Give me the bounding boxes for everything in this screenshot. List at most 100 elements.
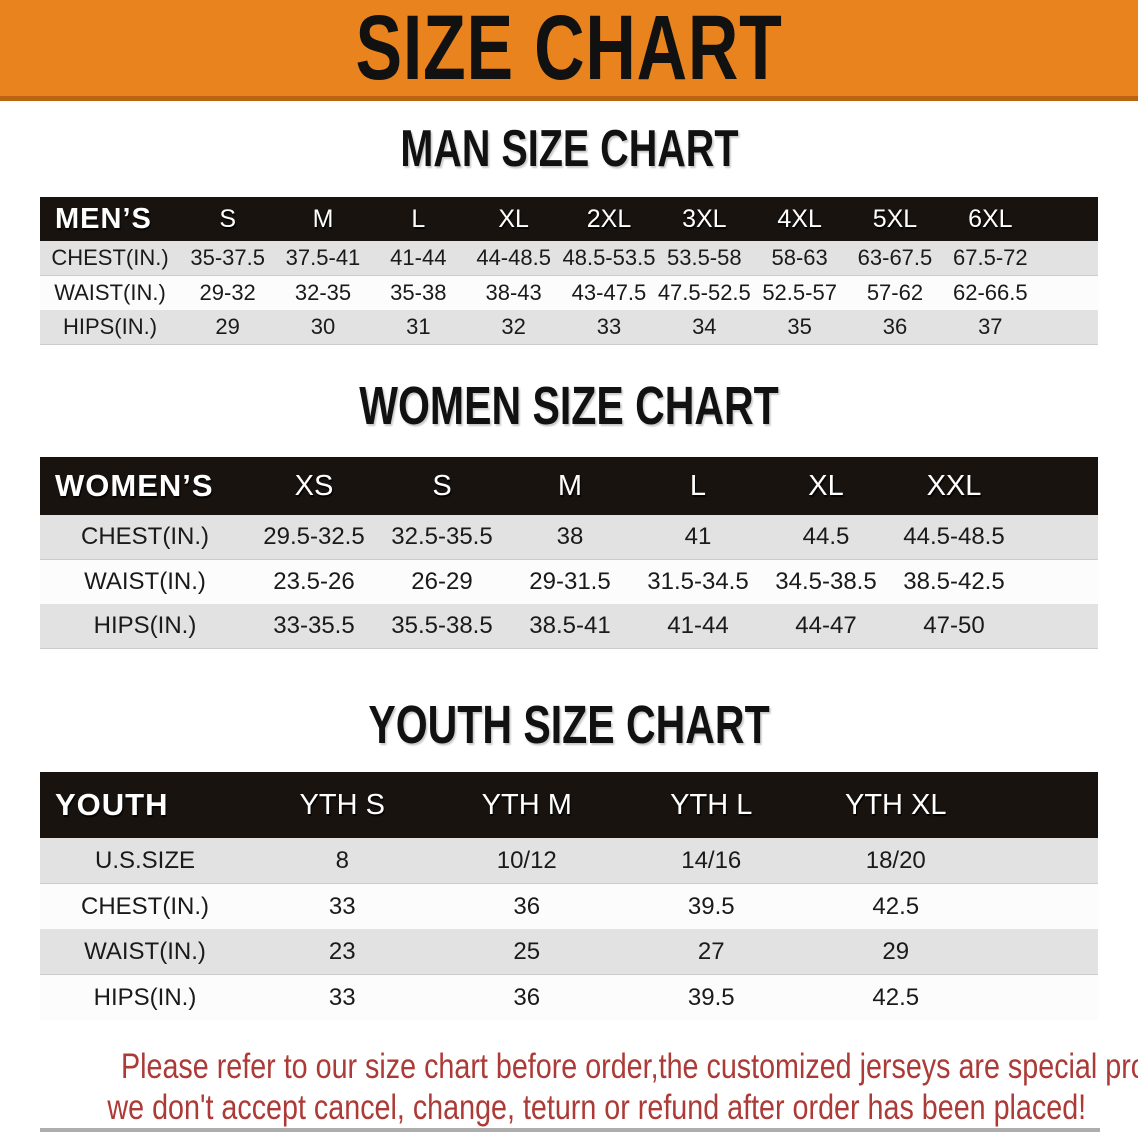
men-size-section: MAN SIZE CHART MEN’S S M L XL 2XL 3XL 4XL 5XL 6XL C… <box>0 121 1138 345</box>
women-size-value-cell: 38.5-42.5 <box>890 559 1018 604</box>
men-size-value-cell: 41-44 <box>370 241 466 276</box>
men-header-pad <box>1038 197 1098 241</box>
youth-size-value-cell: 39.5 <box>619 974 804 1020</box>
men-size-value-cell: 38-43 <box>465 275 562 310</box>
youth-row-label-1: CHEST(IN.) <box>40 883 250 929</box>
men-size-value-cell: 43-47.5 <box>561 275 657 310</box>
youth-row-label-3: HIPS(IN.) <box>40 974 250 1020</box>
men-column-header-0: S <box>180 197 276 241</box>
youth-size-value-cell: 42.5 <box>803 883 988 929</box>
women-table-row-2: HIPS(IN.) 33-35.5 35.5-38.5 38.5-41 41-44 44-… <box>40 604 1098 649</box>
women-row-label-2: HIPS(IN.) <box>40 604 250 649</box>
men-row-label-1: WAIST(IN.) <box>40 275 180 310</box>
men-size-value-cell: 35-38 <box>370 275 466 310</box>
men-header-label: MEN’S <box>40 197 180 241</box>
men-column-header-6: 4XL <box>751 197 848 241</box>
men-size-value-cell: 48.5-53.5 <box>561 241 657 276</box>
women-size-value-cell: 44.5 <box>762 515 890 560</box>
women-size-value-cell: 34.5-38.5 <box>762 559 890 604</box>
women-size-value-cell: 41 <box>634 515 762 560</box>
women-row-label-1: WAIST(IN.) <box>40 559 250 604</box>
men-column-header-7: 5XL <box>847 197 943 241</box>
men-row-pad <box>1038 241 1098 276</box>
youth-size-section: YOUTH SIZE CHART YOUTH YTH S YTH M YTH L YTH … <box>0 697 1138 1020</box>
men-size-value-cell: 37.5-41 <box>275 241 371 276</box>
youth-row-pad <box>988 838 1098 884</box>
men-column-header-2: L <box>370 197 466 241</box>
youth-size-value-cell: 36 <box>434 974 619 1020</box>
youth-size-value-cell: 18/20 <box>803 838 988 884</box>
youth-row-pad <box>988 929 1098 975</box>
men-column-header-5: 3XL <box>656 197 752 241</box>
women-size-value-cell: 26-29 <box>378 559 506 604</box>
youth-size-value-cell: 10/12 <box>434 838 619 884</box>
men-size-value-cell: 52.5-57 <box>751 275 848 310</box>
disclaimer-line-2-text: we don't accept cancel, change, teturn o… <box>107 1088 1087 1127</box>
men-size-value-cell: 35 <box>751 310 848 345</box>
youth-size-value-cell: 14/16 <box>619 838 804 884</box>
bottom-crop-line <box>40 1128 1100 1132</box>
women-size-value-cell: 35.5-38.5 <box>378 604 506 649</box>
youth-size-value-cell: 25 <box>434 929 619 975</box>
men-size-value-cell: 57-62 <box>847 275 943 310</box>
men-size-value-cell: 63-67.5 <box>847 241 943 276</box>
men-size-value-cell: 32 <box>465 310 562 345</box>
women-header-label: WOMEN’S <box>40 457 250 515</box>
youth-table-row-2: WAIST(IN.) 23 25 27 29 <box>40 929 1098 975</box>
women-table-row-1: WAIST(IN.) 23.5-26 26-29 29-31.5 31.5-34.5 34… <box>40 559 1098 604</box>
youth-size-value-cell: 29 <box>803 929 988 975</box>
disclaimer: Please refer to our size chart before or… <box>0 1046 1138 1128</box>
men-size-value-cell: 47.5-52.5 <box>656 275 752 310</box>
youth-size-value-cell: 33 <box>250 883 435 929</box>
youth-table-row-0: U.S.SIZE 8 10/12 14/16 18/20 <box>40 838 1098 884</box>
men-size-value-cell: 53.5-58 <box>656 241 752 276</box>
youth-size-value-cell: 39.5 <box>619 883 804 929</box>
youth-section-title-text: YOUTH SIZE CHART <box>368 695 770 755</box>
men-table-row-1: WAIST(IN.) 29-32 32-35 35-38 38-43 43-47.5 47.… <box>40 275 1098 310</box>
women-size-table: WOMEN’S XS S M L XL XXL CHEST(IN.) 29.5-32.5 32.5… <box>40 457 1098 649</box>
men-size-value-cell: 67.5-72 <box>942 241 1038 276</box>
women-size-value-cell: 38 <box>506 515 634 560</box>
men-row-pad <box>1038 275 1098 310</box>
women-size-value-cell: 32.5-35.5 <box>378 515 506 560</box>
women-section-title-text: WOMEN SIZE CHART <box>359 376 779 436</box>
men-size-value-cell: 37 <box>942 310 1038 345</box>
men-size-value-cell: 33 <box>561 310 657 345</box>
youth-column-header-2: YTH L <box>619 772 804 838</box>
youth-size-value-cell: 33 <box>250 974 435 1020</box>
men-size-value-cell: 29 <box>180 310 276 345</box>
page-title: SIZE CHART <box>288 2 850 94</box>
women-size-value-cell: 44-47 <box>762 604 890 649</box>
youth-table-row-3: HIPS(IN.) 33 36 39.5 42.5 <box>40 974 1098 1020</box>
men-size-value-cell: 29-32 <box>180 275 276 310</box>
men-size-value-cell: 32-35 <box>275 275 371 310</box>
women-row-pad <box>1018 515 1098 560</box>
banner: SIZE CHART <box>0 0 1138 101</box>
men-size-value-cell: 62-66.5 <box>942 275 1038 310</box>
men-column-header-4: 2XL <box>561 197 657 241</box>
women-header-pad <box>1018 457 1098 515</box>
sections-container: MAN SIZE CHART MEN’S S M L XL 2XL 3XL 4XL 5XL 6XL C… <box>0 121 1138 1020</box>
women-size-value-cell: 47-50 <box>890 604 1018 649</box>
women-column-header-2: M <box>506 457 634 515</box>
youth-column-header-0: YTH S <box>250 772 435 838</box>
women-row-label-0: CHEST(IN.) <box>40 515 250 560</box>
women-row-pad <box>1018 604 1098 649</box>
men-table-row-0: CHEST(IN.) 35-37.5 37.5-41 41-44 44-48.5 48.5… <box>40 241 1098 276</box>
men-section-title-text: MAN SIZE CHART <box>399 120 739 178</box>
women-size-value-cell: 31.5-34.5 <box>634 559 762 604</box>
disclaimer-line-2: we don't accept cancel, change, teturn o… <box>0 1087 1138 1128</box>
youth-row-pad <box>988 883 1098 929</box>
men-section-title: MAN SIZE CHART <box>0 121 1138 177</box>
women-column-header-0: XS <box>250 457 378 515</box>
men-header-row: MEN’S S M L XL 2XL 3XL 4XL 5XL 6XL <box>40 197 1098 241</box>
men-size-value-cell: 35-37.5 <box>180 241 276 276</box>
women-size-value-cell: 23.5-26 <box>250 559 378 604</box>
women-header-row: WOMEN’S XS S M L XL XXL <box>40 457 1098 515</box>
women-size-section: WOMEN SIZE CHART WOMEN’S XS S M L XL XXL CHEST(I… <box>0 378 1138 649</box>
men-size-value-cell: 44-48.5 <box>465 241 562 276</box>
youth-header-label: YOUTH <box>40 772 250 838</box>
youth-size-value-cell: 27 <box>619 929 804 975</box>
youth-row-label-0: U.S.SIZE <box>40 838 250 884</box>
